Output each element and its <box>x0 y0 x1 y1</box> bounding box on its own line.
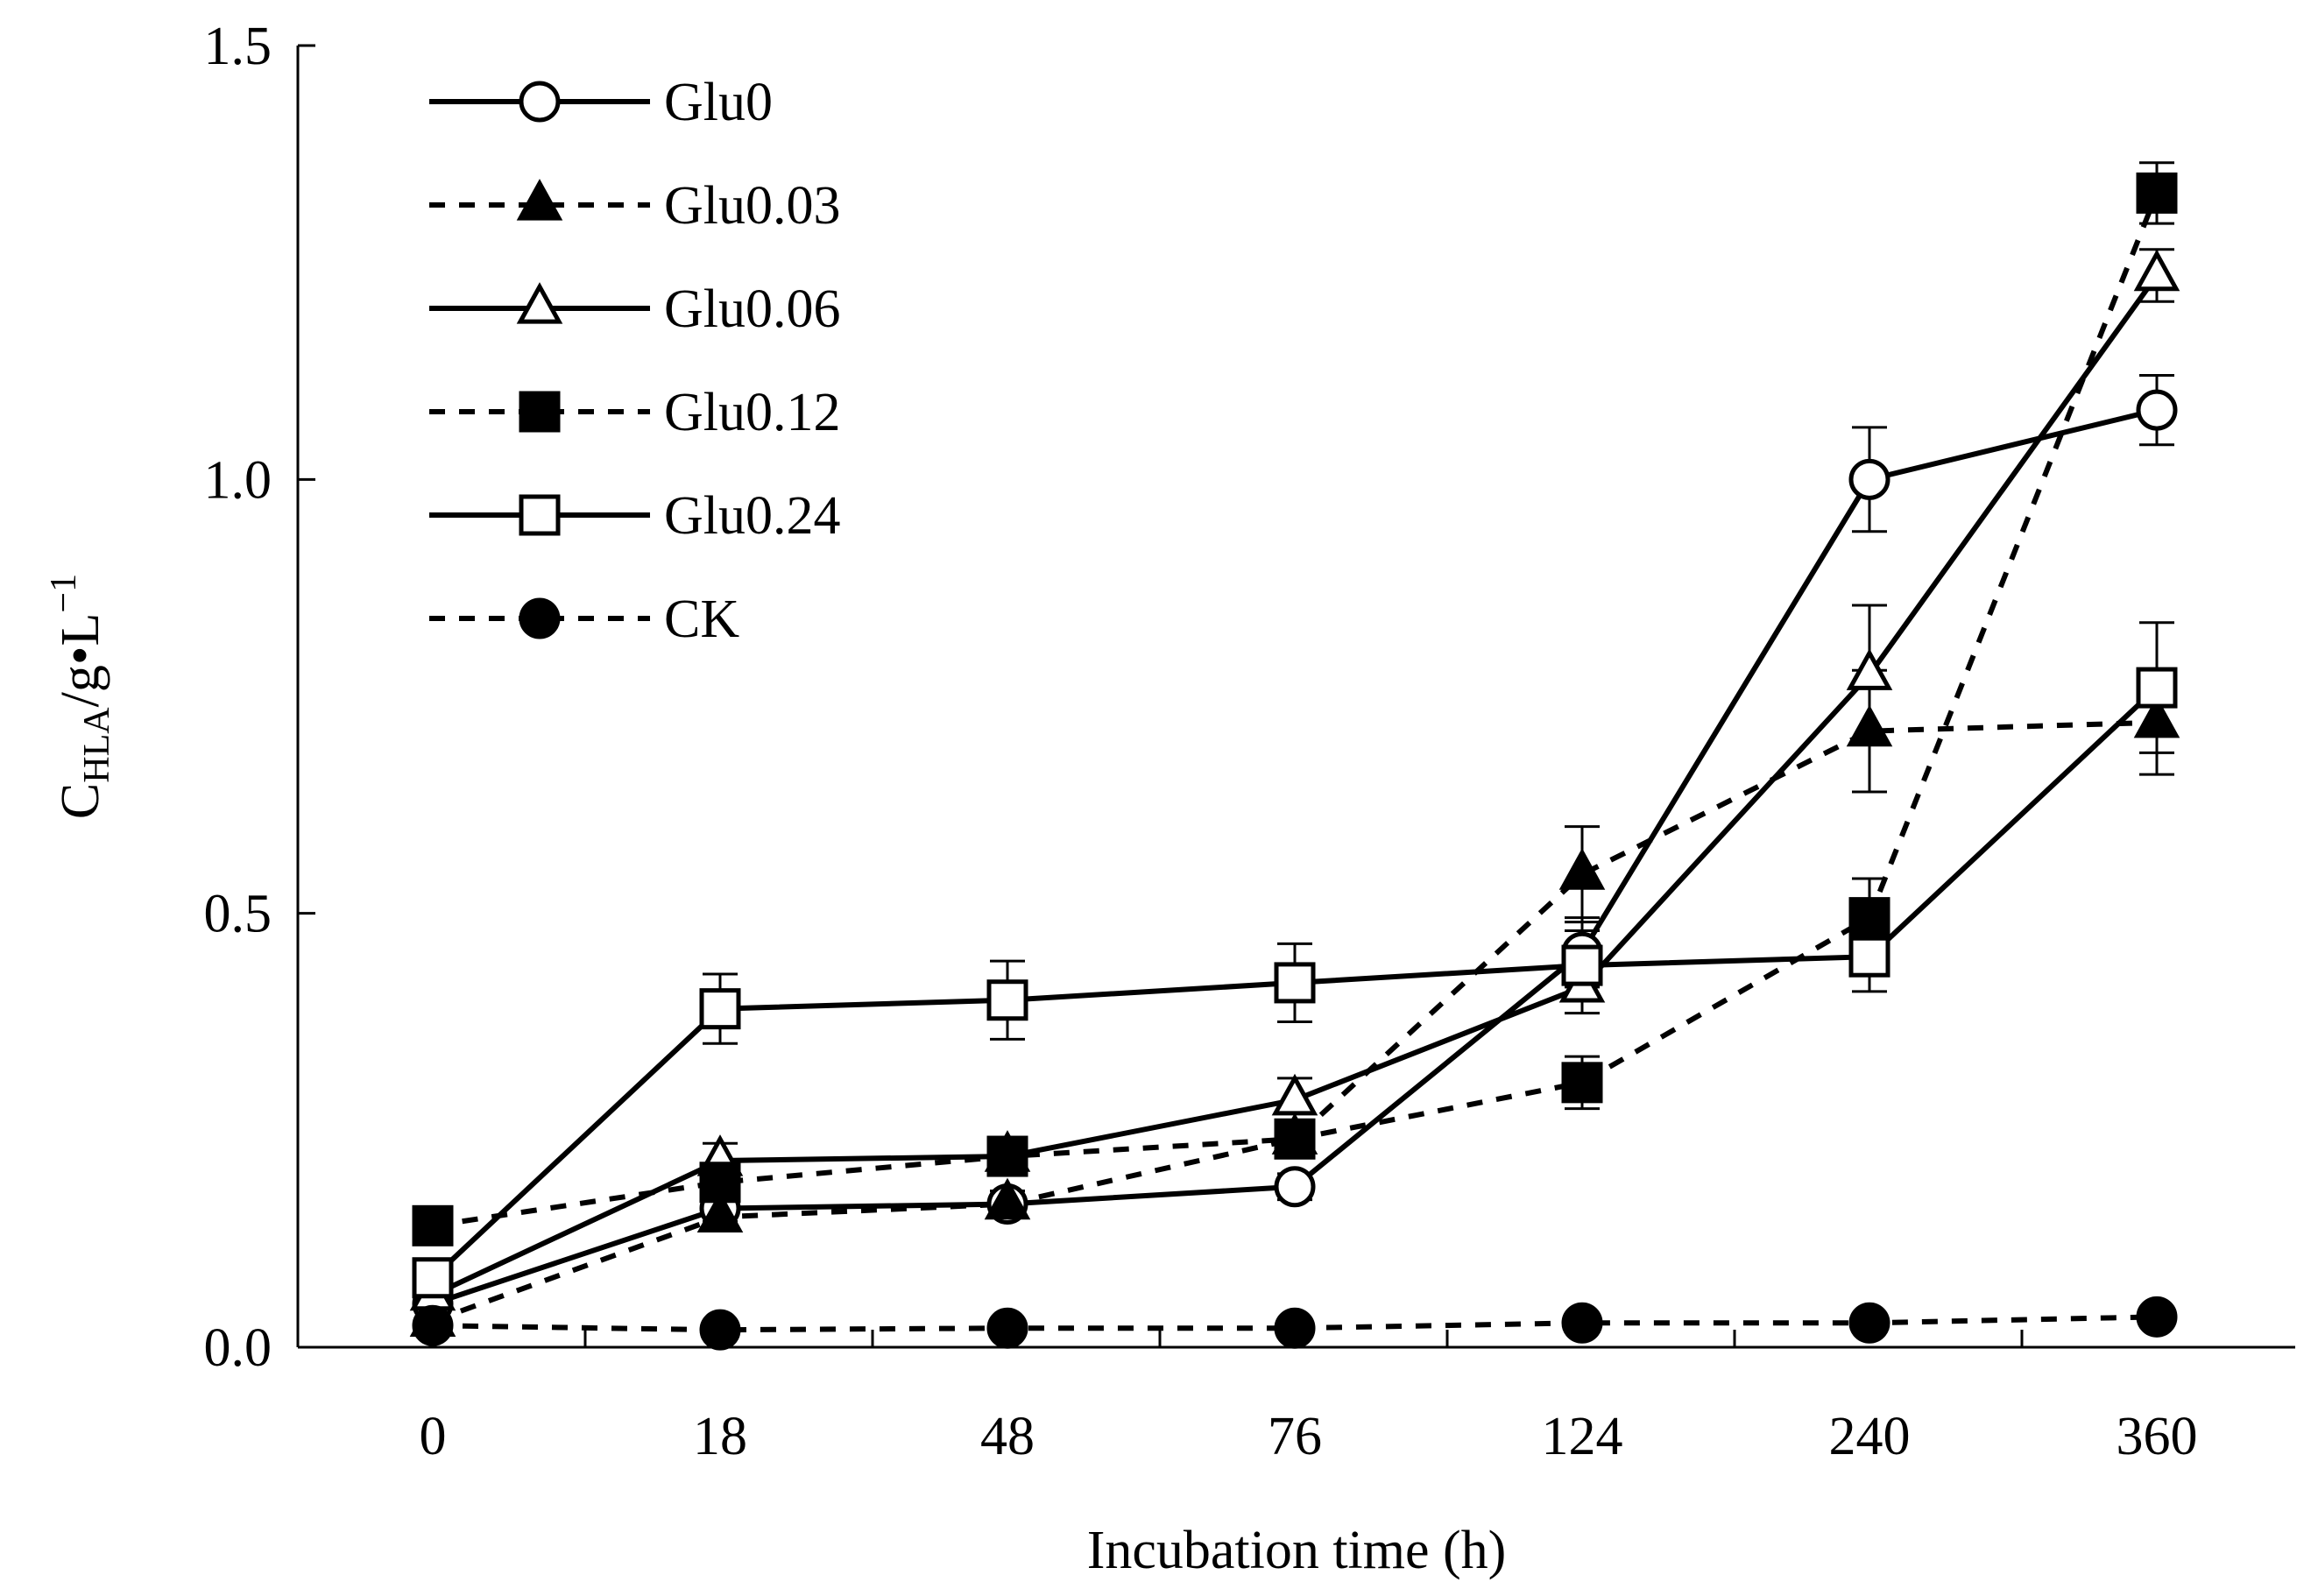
legend-item-glu0: Glu0 <box>429 73 773 132</box>
marker-ck-5 <box>1848 1302 1890 1344</box>
y-tick-label-1: 0.5 <box>204 885 272 944</box>
legend-item-glu0-12: Glu0.12 <box>429 383 841 442</box>
legend-marker-glu0-03 <box>516 179 563 221</box>
legend: Glu0 Glu0.03 Glu0.06 Glu0.12 Glu0.24 CK <box>429 73 841 649</box>
y-axis-title-unit: /g•L <box>51 613 110 708</box>
x-tick-label-1: 18 <box>693 1407 747 1466</box>
legend-marker-ck <box>519 597 561 639</box>
marker-ck-2 <box>986 1307 1028 1349</box>
y-ticks: 0.0 0.5 1.0 1.5 <box>204 17 315 1378</box>
y-axis-title-subscript: HLA <box>77 707 117 783</box>
x-tick-label-4: 124 <box>1542 1407 1623 1466</box>
marker-glu0-03-4 <box>1558 848 1606 890</box>
marker-glu0-06-5 <box>1846 648 1893 690</box>
x-tick-label-2: 48 <box>980 1407 1035 1466</box>
y-axis-title: CHLA/g•L−1 <box>44 574 117 819</box>
marker-glu0-24-6 <box>2136 667 2178 709</box>
marker-ck-4 <box>1561 1302 1603 1344</box>
marker-glu0-24-3 <box>1274 962 1316 1004</box>
marker-glu0-12-5 <box>1848 897 1890 939</box>
y-tick-label-2: 1.0 <box>204 450 272 510</box>
marker-glu0-6 <box>2136 389 2178 431</box>
legend-label-glu0-06: Glu0.06 <box>664 279 841 339</box>
legend-marker-glu0-06 <box>516 282 563 324</box>
x-tick-label-5: 240 <box>1829 1407 1911 1466</box>
marker-glu0-06-3 <box>1271 1073 1318 1116</box>
legend-item-glu0-06: Glu0.06 <box>429 279 841 339</box>
marker-glu0-06-6 <box>2133 249 2180 292</box>
legend-marker-glu0-24 <box>519 494 561 536</box>
y-axis-title-main: C <box>51 783 110 819</box>
marker-ck-6 <box>2136 1296 2178 1338</box>
series-line-glu0-12 <box>432 192 2159 1229</box>
marker-glu0-3 <box>1274 1166 1316 1208</box>
marker-glu0-12-0 <box>412 1204 454 1246</box>
legend-item-ck: CK <box>429 590 739 649</box>
y-tick-label-3: 1.5 <box>204 17 272 76</box>
marker-glu0-03-1 <box>696 1190 744 1233</box>
marker-glu0-24-4 <box>1561 944 1603 986</box>
legend-marker-glu0 <box>519 81 561 123</box>
x-tick-label-3: 76 <box>1268 1407 1322 1466</box>
marker-glu0-03-6 <box>2133 696 2180 738</box>
legend-label-glu0-03: Glu0.03 <box>664 176 841 236</box>
y-tick-label-0: 0.0 <box>204 1318 272 1378</box>
marker-glu0-12-2 <box>986 1135 1028 1177</box>
legend-label-glu0-12: Glu0.12 <box>664 383 841 442</box>
marker-glu0-24-1 <box>699 988 741 1030</box>
x-axis-title: Incubation time (h) <box>1087 1521 1507 1580</box>
marker-glu0-24-5 <box>1848 936 1890 978</box>
x-tick-label-6: 360 <box>2117 1407 2198 1466</box>
y-axis-title-superscript: −1 <box>44 574 84 613</box>
marker-glu0-03-5 <box>1846 704 1893 747</box>
marker-ck-1 <box>699 1309 741 1351</box>
legend-item-glu0-24: Glu0.24 <box>429 486 841 546</box>
marker-glu0-5 <box>1848 458 1890 500</box>
marker-glu0-03-2 <box>984 1177 1031 1220</box>
legend-label-ck: CK <box>664 590 739 649</box>
marker-ck-0 <box>412 1304 454 1346</box>
x-tick-label-0: 0 <box>420 1407 447 1466</box>
legend-item-glu0-03: Glu0.03 <box>429 176 841 236</box>
legend-marker-glu0-12 <box>519 391 561 433</box>
marker-glu0-12-3 <box>1274 1118 1316 1160</box>
marker-glu0-12-6 <box>2136 172 2178 214</box>
marker-glu0-12-4 <box>1561 1062 1603 1104</box>
data-markers <box>409 172 2180 1351</box>
marker-glu0-12-1 <box>699 1162 741 1204</box>
legend-label-glu0-24: Glu0.24 <box>664 486 841 546</box>
legend-label-glu0: Glu0 <box>664 73 773 132</box>
marker-glu0-24-0 <box>412 1257 454 1299</box>
marker-glu0-24-2 <box>986 979 1028 1021</box>
x-ticks: 0 18 48 76 124 240 360 <box>296 1330 2198 1466</box>
marker-ck-3 <box>1274 1307 1316 1349</box>
